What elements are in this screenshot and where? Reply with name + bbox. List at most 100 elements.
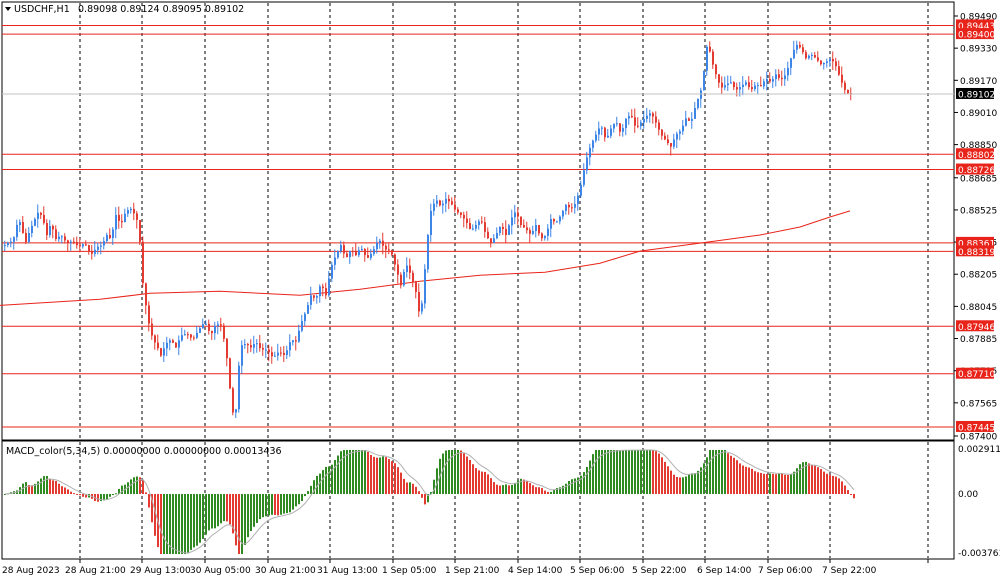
macd-bar xyxy=(526,481,528,494)
candle-body xyxy=(190,334,192,338)
macd-bar xyxy=(169,494,171,554)
macd-bar xyxy=(781,473,783,494)
macd-bar xyxy=(328,466,330,494)
macd-bar xyxy=(835,476,837,494)
candle-body xyxy=(586,157,588,171)
macd-bar xyxy=(667,466,669,494)
candle-body xyxy=(598,128,600,135)
price-tick-label: 0.87565 xyxy=(960,399,997,409)
current-price-tag xyxy=(956,87,994,99)
macd-bar xyxy=(739,463,741,494)
macd-bar xyxy=(283,494,285,514)
candle-body xyxy=(628,116,630,119)
price-pane[interactable] xyxy=(1,1,955,441)
macd-bar xyxy=(496,484,498,494)
macd-bar xyxy=(70,491,72,494)
macd-bar xyxy=(484,471,486,494)
candle-body xyxy=(202,324,204,329)
triangle-down-icon[interactable] xyxy=(5,7,11,11)
macd-bar xyxy=(334,460,336,494)
candle-body xyxy=(235,409,237,413)
candle-body xyxy=(559,216,561,222)
macd-bar xyxy=(595,450,597,494)
macd-bar xyxy=(691,473,693,494)
candle-body xyxy=(547,228,549,236)
candle-body xyxy=(460,212,462,215)
macd-bar xyxy=(316,475,318,494)
candle-body xyxy=(799,44,801,48)
macd-bar xyxy=(601,450,603,494)
candle-body xyxy=(391,250,393,255)
candle-body xyxy=(247,344,249,346)
macd-bar xyxy=(760,472,762,494)
macd-bar xyxy=(709,450,711,494)
macd-pane[interactable] xyxy=(1,440,955,560)
candle-body xyxy=(376,243,378,250)
macd-bar xyxy=(727,453,729,494)
macd-bar xyxy=(61,486,63,494)
price-tick-label: 0.88045 xyxy=(960,303,997,313)
time-label: 7 Sep 22:00 xyxy=(822,566,877,576)
candle-body xyxy=(4,245,6,247)
candle-body xyxy=(106,235,108,241)
candle-body xyxy=(781,77,783,80)
horizontal-levels[interactable] xyxy=(2,24,954,428)
candle-body xyxy=(172,340,174,343)
candle-body xyxy=(379,240,381,243)
candle-body xyxy=(373,249,375,254)
macd-bar xyxy=(307,491,309,494)
candle-body xyxy=(112,229,114,238)
price-tick-label: 0.88205 xyxy=(960,271,997,281)
macd-bar xyxy=(352,450,354,494)
macd-bar xyxy=(520,478,522,494)
macd-bar xyxy=(241,494,243,554)
macd-bar xyxy=(337,455,339,494)
candle-body xyxy=(286,350,288,355)
macd-bar xyxy=(199,494,201,543)
macd-bar xyxy=(493,482,495,494)
candle-body xyxy=(307,305,309,314)
candle-body xyxy=(715,64,717,75)
macd-bar xyxy=(607,450,609,494)
macd-bar xyxy=(298,494,300,505)
macd-bar xyxy=(268,494,270,516)
candle-body xyxy=(583,170,585,185)
candle-body xyxy=(76,242,78,246)
candle-body xyxy=(409,265,411,273)
candle-body xyxy=(346,253,348,258)
macd-bar xyxy=(604,450,606,494)
candle-body xyxy=(727,83,729,86)
candle-body xyxy=(124,213,126,223)
candle-body xyxy=(313,295,315,298)
macd-bar xyxy=(571,479,573,494)
candle-body xyxy=(496,233,498,239)
candle-body xyxy=(148,305,150,324)
macd-bar xyxy=(28,485,30,494)
macd-bar xyxy=(4,494,6,495)
macd-bar xyxy=(397,467,399,494)
macd-bar xyxy=(436,468,438,494)
level-tag xyxy=(956,420,994,432)
candle-body xyxy=(475,225,477,229)
macd-bar xyxy=(661,457,663,494)
macd-bar xyxy=(265,494,267,517)
time-label: 31 Aug 13:00 xyxy=(317,566,378,576)
candle-body xyxy=(193,337,195,339)
level-tag xyxy=(956,19,994,31)
macd-bar xyxy=(811,464,813,494)
candle-body xyxy=(619,123,621,132)
macd-bar xyxy=(454,450,456,494)
candle-body xyxy=(253,344,255,348)
macd-bar xyxy=(364,450,366,494)
candle-body xyxy=(766,79,768,82)
macd-bar xyxy=(463,453,465,494)
candle-body xyxy=(430,210,432,235)
candle-body xyxy=(805,52,807,59)
candle-body xyxy=(277,352,279,356)
candle-body xyxy=(733,82,735,88)
macd-bar xyxy=(103,494,105,501)
macd-bar xyxy=(193,494,195,548)
candle-body xyxy=(661,129,663,136)
macd-bar xyxy=(223,494,225,522)
